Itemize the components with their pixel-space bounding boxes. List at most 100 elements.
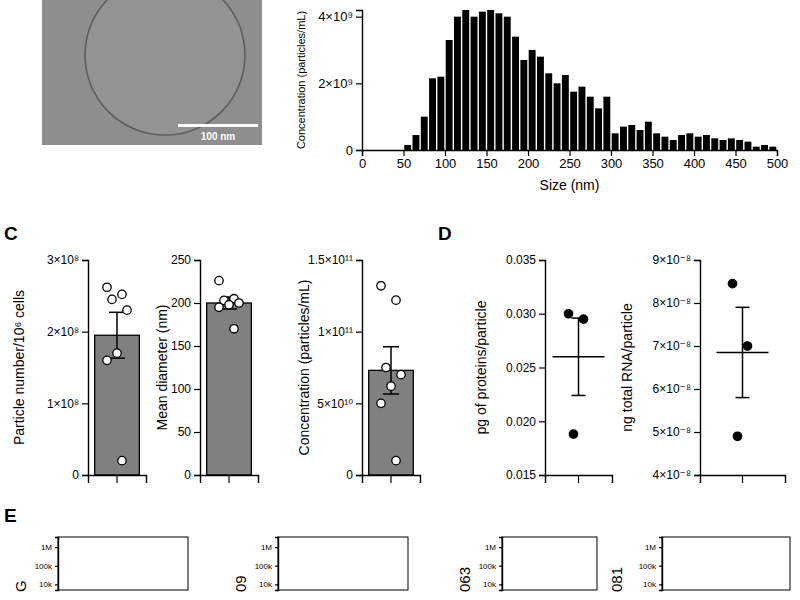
tick-mark xyxy=(539,260,545,261)
tick: 150 xyxy=(476,150,498,171)
y-axis: 02×10⁹4×10⁹ xyxy=(318,9,362,157)
tick-mark xyxy=(694,389,700,390)
tick-label: 10k xyxy=(483,580,497,589)
tick-mark xyxy=(499,584,502,585)
tick: 0 xyxy=(184,468,200,482)
panel-label: E xyxy=(4,505,17,526)
x-axis xyxy=(89,475,147,483)
tick-label: 1M xyxy=(261,543,272,552)
tick-mark xyxy=(539,314,545,315)
data-point xyxy=(215,303,223,311)
axis-line xyxy=(701,476,786,484)
panel-label: D xyxy=(438,223,452,244)
tick-label: 100 xyxy=(435,156,457,171)
bar xyxy=(462,10,469,150)
axis-line xyxy=(539,261,546,476)
tick: 0 xyxy=(346,468,362,482)
tick-mark xyxy=(539,421,545,422)
tick-label: 50 xyxy=(397,156,411,171)
tick-mark xyxy=(486,150,487,156)
y-axis: 10k100k1M xyxy=(255,538,279,591)
tick: 450 xyxy=(725,150,747,171)
tick-label: 150 xyxy=(476,156,498,171)
tick-label: 9×10⁻⁸ xyxy=(653,253,691,267)
tick-mark xyxy=(694,346,700,347)
tick: 250 xyxy=(559,150,581,171)
error-bar xyxy=(572,318,586,395)
bar xyxy=(628,125,635,150)
tick-mark xyxy=(694,260,700,261)
tick-mark xyxy=(228,475,229,483)
figure: 100 nmCDE02×10⁹4×10⁹05010015020025030035… xyxy=(0,0,800,600)
bar xyxy=(496,13,503,150)
axis-line xyxy=(275,538,279,591)
tick-label: 0.025 xyxy=(506,361,536,375)
tick: 100k xyxy=(255,562,278,571)
tick: 50 xyxy=(397,150,411,171)
bar xyxy=(711,138,718,150)
bar xyxy=(620,127,627,150)
tick: 1×10⁸ xyxy=(47,397,88,411)
tick-label: 500 xyxy=(767,156,789,171)
axis-line xyxy=(194,261,201,476)
tick: 5×10⁻⁸ xyxy=(653,425,700,439)
error-bar-cap xyxy=(736,397,750,399)
axis-line xyxy=(694,261,701,476)
tick-label: 8×10⁻⁸ xyxy=(653,296,691,310)
data-point xyxy=(387,382,395,390)
tick: 10k xyxy=(483,580,502,589)
tick-label: 0 xyxy=(184,468,191,482)
bar xyxy=(761,145,768,150)
scale-bar-label: 100 nm xyxy=(201,131,236,142)
data-point xyxy=(382,363,390,371)
tick: 1×10¹¹ xyxy=(318,325,362,339)
tick-label: 10k xyxy=(643,580,657,589)
data-point xyxy=(215,276,223,284)
tick: 0 xyxy=(72,468,88,482)
tick-mark xyxy=(569,150,570,156)
data-point xyxy=(569,430,577,438)
tick-label: 2×10⁹ xyxy=(318,76,353,91)
tick-label: 0.020 xyxy=(506,415,536,429)
tick-label: 0 xyxy=(359,156,366,171)
bar xyxy=(587,97,594,150)
tick-label: 0 xyxy=(346,143,353,158)
bar xyxy=(603,97,610,150)
bar xyxy=(562,75,569,150)
tick: 0.025 xyxy=(506,361,545,375)
bar xyxy=(446,40,453,150)
tick-label: 0.030 xyxy=(506,307,536,321)
bar xyxy=(471,17,478,150)
bar xyxy=(686,133,693,150)
x-axis xyxy=(201,475,259,483)
tick: 1M xyxy=(41,543,58,552)
tick: 100 xyxy=(435,150,457,171)
marks xyxy=(369,282,414,475)
axis-title: Mean diameter (nm) xyxy=(154,304,170,430)
tick: 5×10¹⁰ xyxy=(317,397,362,411)
tick-mark xyxy=(539,475,545,476)
tick-label: 4×10⁻⁸ xyxy=(653,468,691,482)
bar xyxy=(769,147,776,150)
tick xyxy=(391,475,392,483)
data-point xyxy=(103,356,111,364)
plot-frame xyxy=(502,537,597,590)
marks xyxy=(207,276,252,475)
data-point xyxy=(392,456,400,464)
tick: 1.5×10¹¹ xyxy=(308,253,362,267)
tick: 7×10⁻⁸ xyxy=(653,339,700,353)
tick-mark xyxy=(82,332,88,333)
bar xyxy=(520,60,527,150)
tick: 8×10⁻⁸ xyxy=(653,296,700,310)
tick-label: 1×10¹¹ xyxy=(318,325,353,339)
axis-line xyxy=(82,261,89,476)
error-bar xyxy=(736,307,750,397)
y-axis: 10k100k1M xyxy=(35,538,59,591)
tick: 250 xyxy=(171,253,200,267)
tick: 0.015 xyxy=(506,468,545,482)
tick-mark xyxy=(499,566,502,567)
tick xyxy=(229,475,230,483)
axis-line xyxy=(659,538,663,591)
axis-line xyxy=(363,151,778,157)
y-axis: 050100150200250 xyxy=(171,253,201,482)
